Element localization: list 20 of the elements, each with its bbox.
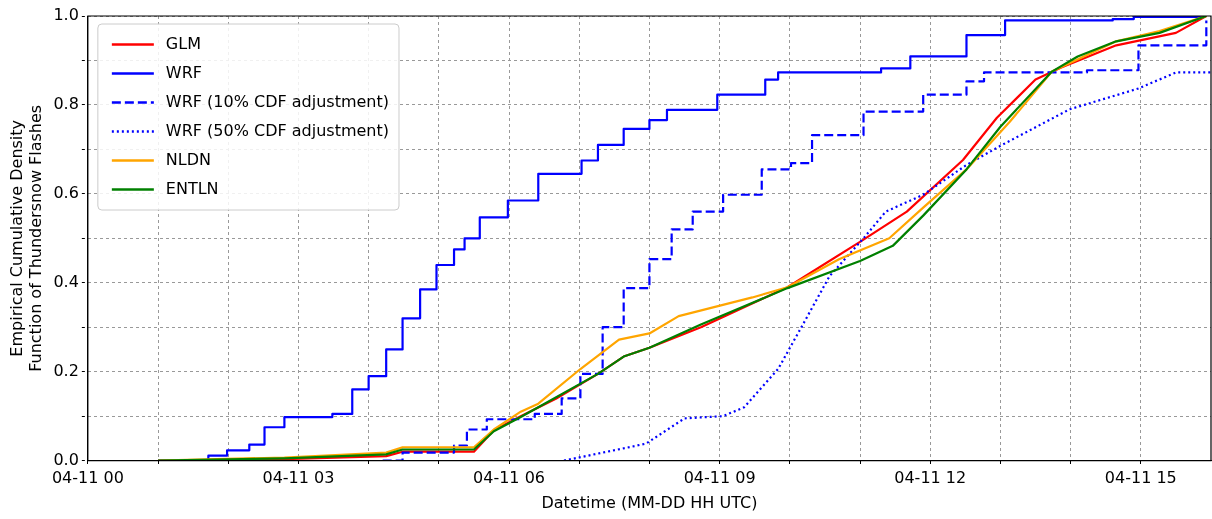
x-tick-label: 04-11 09 bbox=[683, 468, 756, 488]
y-tick-label: 0.8 bbox=[53, 94, 79, 114]
y-tick-label: 1.0 bbox=[53, 5, 79, 25]
x-axis-title: Datetime (MM-DD HH UTC) bbox=[541, 492, 758, 512]
x-tick-label: 04-11 00 bbox=[51, 468, 124, 488]
y-axis-title: Empirical Cumulative Density Function of Thundersnow Flashes bbox=[6, 104, 45, 372]
legend-label: WRF (10% CDF adjustment) bbox=[165, 91, 389, 111]
x-tick-label: 04-11 12 bbox=[894, 468, 967, 488]
x-tick-label: 04-11 06 bbox=[473, 468, 545, 488]
legend-label: WRF (50% CDF adjustment) bbox=[165, 120, 389, 140]
x-tick-label: 04-11 15 bbox=[1104, 468, 1177, 488]
legend-label: WRF bbox=[165, 62, 202, 82]
y-tick-label: 0.0 bbox=[53, 449, 79, 469]
x-tick-label: 04-11 03 bbox=[262, 468, 335, 488]
y-tick-label: 0.6 bbox=[53, 183, 79, 202]
legend-label: ENTLN bbox=[165, 178, 219, 198]
y-tick-label: 0.4 bbox=[53, 271, 79, 291]
legend-label: GLM bbox=[165, 33, 201, 53]
legend-label: NLDN bbox=[165, 149, 212, 169]
y-tick-label: 0.2 bbox=[53, 360, 79, 380]
